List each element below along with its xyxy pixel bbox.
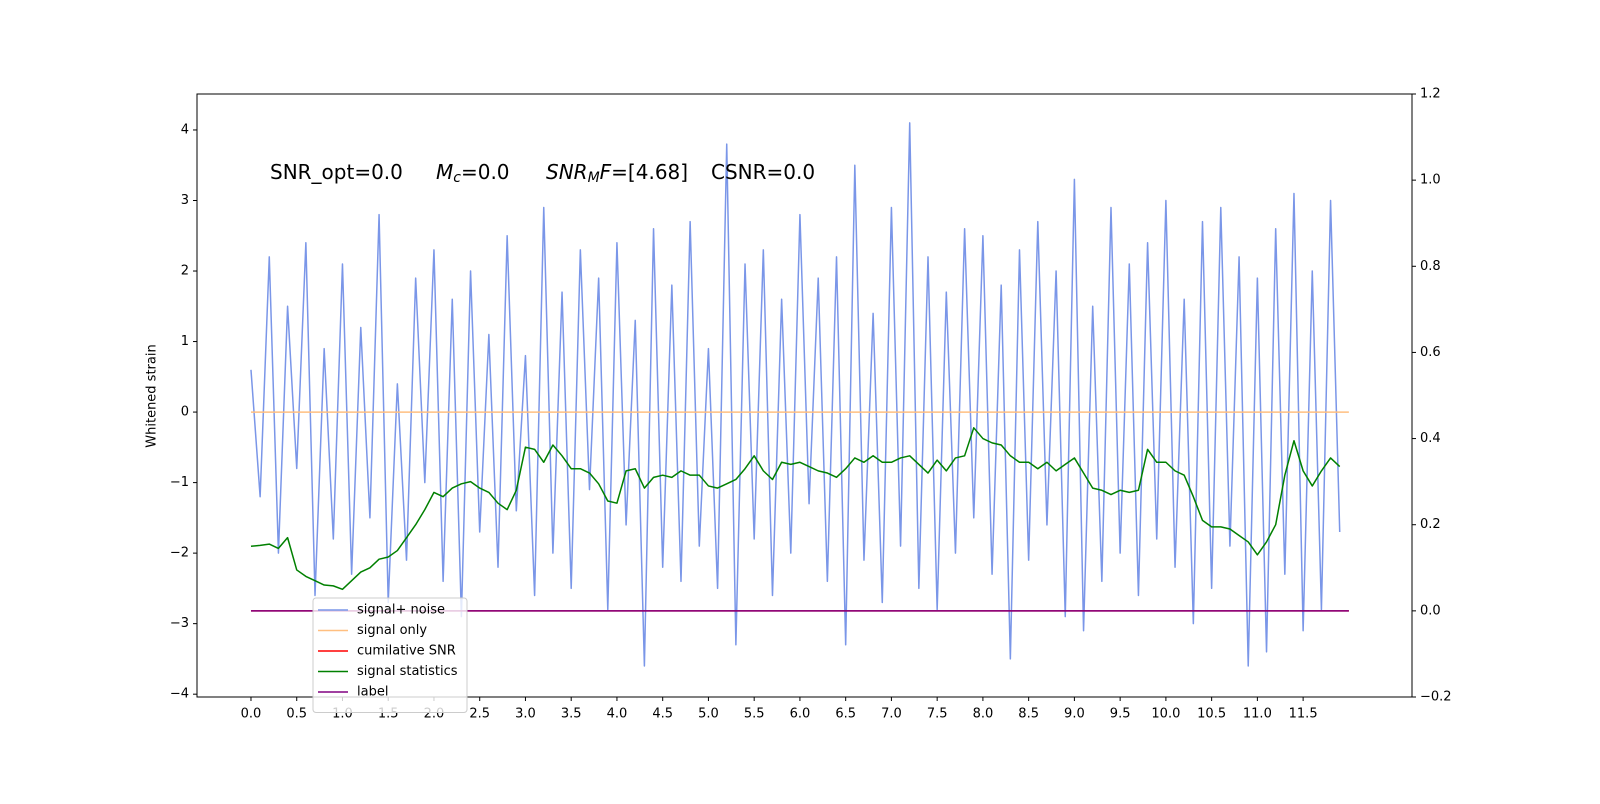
x-tick-label: 9.0	[1064, 707, 1085, 722]
y2-tick-label: 0.2	[1420, 517, 1441, 532]
y-tick-label: 1	[181, 334, 189, 349]
annotation: Mc=0.0	[436, 160, 510, 187]
annotation-part: CSNR=0.0	[711, 160, 815, 184]
annotation-part: =0.0	[461, 160, 510, 184]
annotation-part: M	[436, 160, 453, 184]
y-tick-label: −2	[170, 546, 189, 561]
x-tick-label: 7.0	[881, 707, 902, 722]
x-tick-label: 0.0	[241, 707, 262, 722]
series-line	[250, 427, 1341, 591]
x-tick-label: 8.5	[1018, 707, 1039, 722]
legend-box	[312, 597, 468, 713]
x-tick-label: 10.0	[1151, 707, 1180, 722]
annotation: SNR_opt=0.0	[270, 160, 403, 184]
legend-label: signal+ noise	[357, 603, 445, 618]
y-tick-label: 4	[181, 122, 189, 137]
annotation-part: M	[588, 170, 600, 186]
series-line	[250, 122, 1341, 667]
annotation-part: c	[453, 170, 461, 186]
x-tick-label: 6.5	[835, 707, 856, 722]
y2-tick-label: 0.8	[1420, 259, 1441, 274]
x-tick-label: 11.0	[1243, 707, 1272, 722]
legend-label: signal only	[357, 623, 427, 638]
y2-tick-label: 0.4	[1420, 431, 1441, 446]
x-tick-label: 8.0	[973, 707, 994, 722]
x-tick-label: 7.5	[927, 707, 948, 722]
y-tick-label: −1	[170, 475, 189, 490]
annotation-part: F	[600, 160, 612, 184]
x-tick-label: 3.5	[561, 707, 582, 722]
x-tick-label: 10.5	[1197, 707, 1226, 722]
y-tick-label: 0	[181, 405, 189, 420]
axes-frame	[196, 93, 1413, 698]
annotation-part: SNR	[546, 160, 588, 184]
legend-label: signal statistics	[357, 664, 458, 679]
y-tick-label: −3	[170, 616, 189, 631]
legend-label: label	[357, 685, 388, 700]
y2-tick-label: 1.2	[1420, 87, 1441, 102]
x-tick-label: 9.5	[1110, 707, 1131, 722]
x-tick-label: 3.0	[515, 707, 536, 722]
x-tick-label: 11.5	[1289, 707, 1318, 722]
y2-tick-label: 0.6	[1420, 345, 1441, 360]
legend-label: cumilative SNR	[357, 644, 456, 659]
y2-tick-label: 0.0	[1420, 603, 1441, 618]
y-tick-label: 2	[181, 264, 189, 279]
y-tick-label: 3	[181, 193, 189, 208]
x-tick-label: 5.0	[698, 707, 719, 722]
x-tick-label: 4.0	[607, 707, 628, 722]
annotation: SNRMF=[4.68]	[546, 160, 688, 187]
y-tick-label: −4	[170, 687, 189, 702]
annotation: CSNR=0.0	[711, 160, 815, 184]
y2-tick-label: 1.0	[1420, 173, 1441, 188]
annotation-part: =[4.68]	[611, 160, 688, 184]
x-tick-label: 2.5	[469, 707, 490, 722]
annotation-part: SNR_opt=0.0	[270, 160, 403, 184]
x-tick-label: 6.0	[790, 707, 811, 722]
y-axis-label: Whitened strain	[145, 344, 160, 447]
x-tick-label: 5.5	[744, 707, 765, 722]
y2-tick-label: −0.2	[1420, 690, 1452, 705]
x-tick-label: 0.5	[286, 707, 307, 722]
x-tick-label: 4.5	[652, 707, 673, 722]
